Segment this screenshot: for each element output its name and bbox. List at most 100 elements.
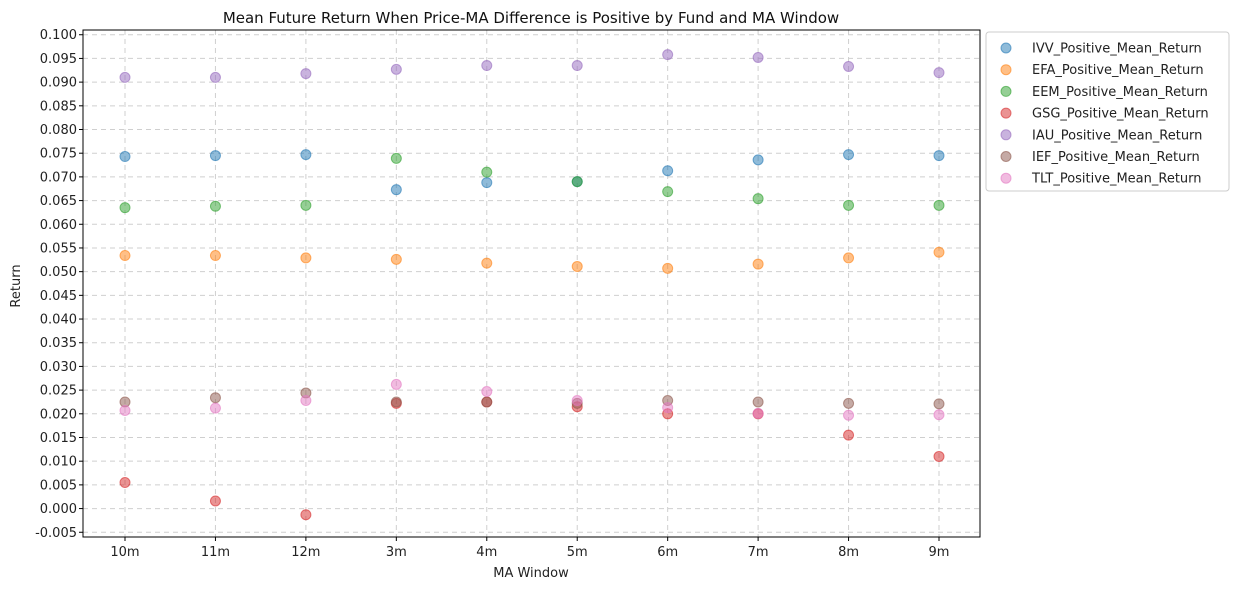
- legend-frame: [985, 31, 1230, 192]
- y-tick-label: 0.045: [40, 289, 77, 304]
- data-point: [119, 477, 131, 489]
- data-points: [119, 49, 945, 521]
- data-point: [300, 395, 312, 407]
- x-tick-label: 4m: [476, 545, 497, 560]
- data-point: [209, 392, 221, 404]
- y-tick-label: 0.075: [40, 147, 77, 162]
- data-point: [481, 60, 493, 72]
- legend-marker: [1000, 85, 1012, 97]
- data-point: [571, 260, 583, 272]
- data-point: [481, 177, 493, 189]
- data-point: [662, 186, 674, 198]
- x-tick-label: 12m: [291, 545, 320, 560]
- data-point: [390, 152, 402, 164]
- data-point: [390, 63, 402, 75]
- data-point: [481, 257, 493, 269]
- data-point: [571, 395, 583, 407]
- data-point: [843, 149, 855, 161]
- data-point: [119, 71, 131, 83]
- y-tick-label: 0.095: [40, 52, 77, 67]
- data-point: [209, 200, 221, 212]
- legend-marker: [1000, 151, 1012, 162]
- legend-marker: [1000, 129, 1012, 141]
- data-point: [119, 404, 131, 416]
- x-axis-ticks: 10m 11m 12m 3m 4m 5m 6m 7m 8m 9m: [110, 537, 949, 560]
- data-point: [933, 199, 945, 211]
- legend-label: TLT_Positive_Mean_Return: [1031, 172, 1202, 187]
- legend-entry: GSG_Positive_Mean_Return: [1000, 107, 1209, 122]
- y-tick-label: 0.035: [40, 336, 77, 351]
- y-tick-label: 0.090: [40, 76, 77, 91]
- legend-entry: EEM_Positive_Mean_Return: [1000, 85, 1208, 100]
- series-ief: [119, 387, 945, 410]
- y-axis-ticks: -0.005 0.000 0.005 0.010 0.015 0.020 0.025 0.03…: [35, 28, 83, 541]
- y-tick-label: 0.100: [40, 28, 77, 43]
- data-point: [119, 202, 131, 214]
- data-point: [752, 193, 764, 205]
- legend-entry: IEF_Positive_Mean_Return: [1000, 150, 1200, 165]
- x-tick-label: 7m: [748, 545, 769, 560]
- data-point: [843, 397, 855, 409]
- data-point: [209, 402, 221, 414]
- legend-label: EEM_Positive_Mean_Return: [1032, 85, 1208, 100]
- data-point: [209, 150, 221, 162]
- legend-items: IVV_Positive_Mean_Return EFA_Positive_Mea…: [1000, 42, 1209, 187]
- data-point: [300, 199, 312, 211]
- data-point: [752, 407, 764, 419]
- y-tick-label: 0.000: [40, 502, 77, 517]
- x-tick-label: 5m: [567, 545, 588, 560]
- y-tick-label: 0.030: [40, 360, 77, 375]
- data-point: [209, 71, 221, 83]
- y-tick-label: 0.080: [40, 123, 77, 138]
- data-point: [933, 150, 945, 162]
- x-tick-label: 9m: [929, 545, 950, 560]
- legend-label: EFA_Positive_Mean_Return: [1032, 63, 1204, 78]
- x-tick-label: 3m: [386, 545, 407, 560]
- y-axis-label: Return: [9, 264, 24, 307]
- data-point: [933, 67, 945, 79]
- data-point: [300, 68, 312, 80]
- y-tick-label: 0.025: [40, 384, 77, 399]
- data-point: [390, 396, 402, 408]
- legend-marker: [1000, 172, 1012, 184]
- data-point: [662, 49, 674, 61]
- legend-entry: EFA_Positive_Mean_Return: [1000, 63, 1204, 78]
- data-point: [481, 396, 493, 408]
- data-point: [933, 398, 945, 410]
- data-point: [752, 396, 764, 408]
- legend-marker: [1000, 107, 1012, 119]
- legend-label: IEF_Positive_Mean_Return: [1032, 150, 1200, 165]
- legend-entry: IVV_Positive_Mean_Return: [1000, 42, 1202, 57]
- series-efa: [119, 246, 945, 274]
- data-point: [662, 165, 674, 177]
- x-tick-label: 8m: [838, 545, 859, 560]
- data-point: [752, 258, 764, 270]
- data-point: [390, 253, 402, 265]
- x-tick-label: 10m: [110, 545, 139, 560]
- data-point: [481, 386, 493, 398]
- data-point: [119, 250, 131, 262]
- data-point: [843, 60, 855, 72]
- y-tick-label: 0.010: [40, 455, 77, 470]
- legend-marker: [1000, 42, 1012, 54]
- legend-entry: IAU_Positive_Mean_Return: [1000, 128, 1202, 143]
- data-point: [390, 378, 402, 390]
- y-tick-label: 0.085: [40, 99, 77, 114]
- x-axis-label: MA Window: [493, 566, 569, 581]
- legend-label: IAU_Positive_Mean_Return: [1032, 128, 1202, 143]
- y-tick-label: 0.065: [40, 194, 77, 209]
- data-point: [300, 509, 312, 521]
- data-point: [933, 246, 945, 258]
- legend-marker: [1000, 64, 1012, 76]
- data-point: [933, 450, 945, 462]
- data-point: [571, 60, 583, 72]
- y-tick-label: 0.020: [40, 407, 77, 422]
- series-gsg: [119, 396, 945, 521]
- data-point: [843, 429, 855, 441]
- data-point: [662, 262, 674, 274]
- chart-title: Mean Future Return When Price-MA Differe…: [223, 9, 839, 27]
- data-point: [752, 51, 764, 63]
- data-point: [752, 154, 764, 166]
- data-point: [390, 184, 402, 196]
